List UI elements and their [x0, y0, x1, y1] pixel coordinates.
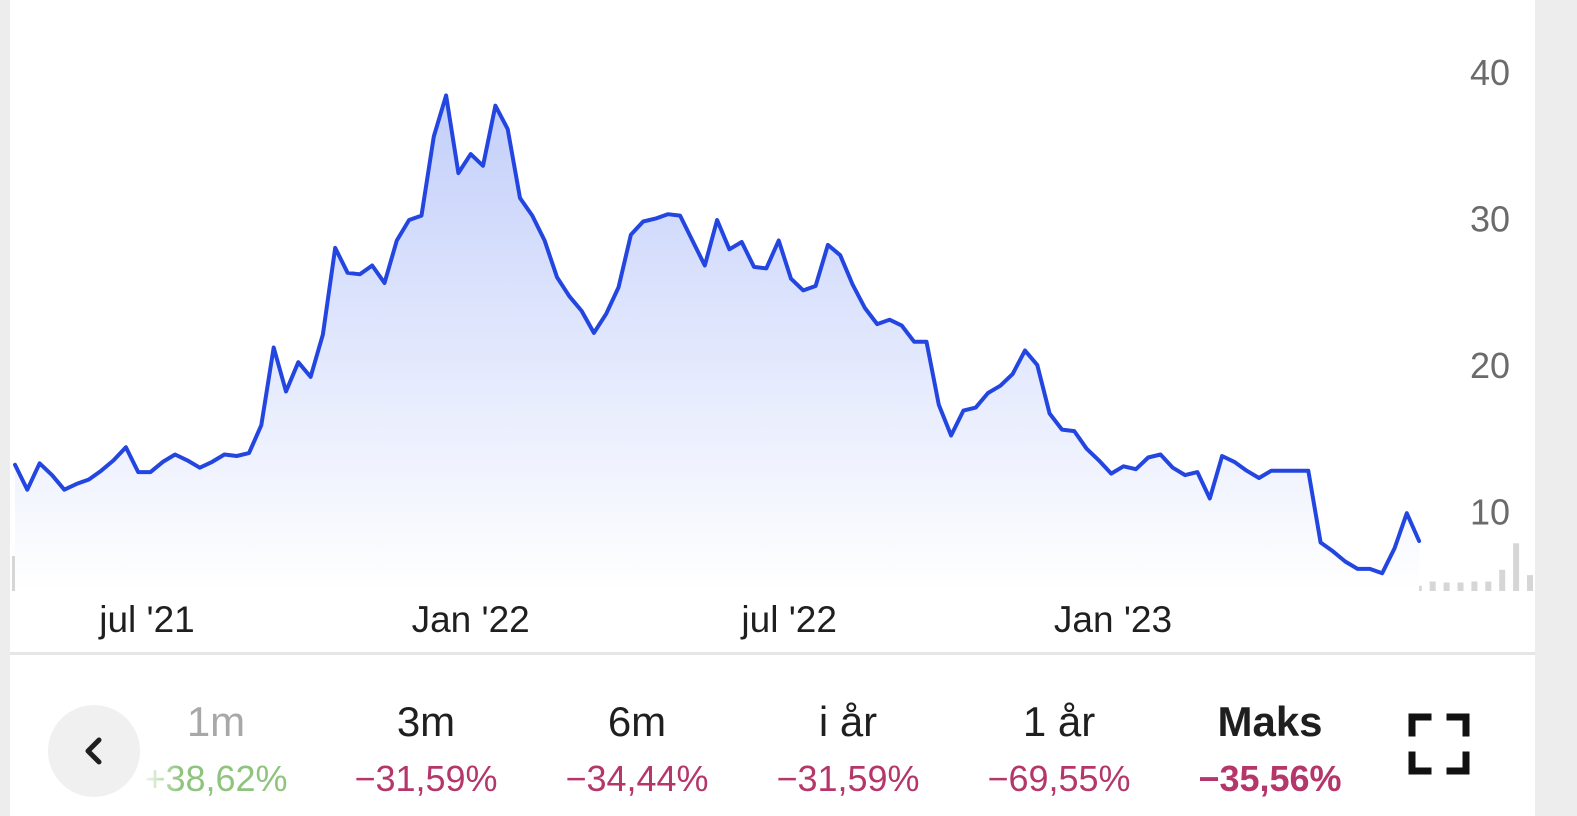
price-area — [15, 95, 1420, 592]
volume-bar — [1471, 581, 1478, 591]
volume-bar — [1443, 582, 1450, 591]
volume-bar — [1527, 575, 1533, 591]
fullscreen-icon — [1408, 713, 1470, 775]
y-tick-label: 40 — [1470, 52, 1510, 93]
range-label: 6m — [607, 698, 667, 745]
range-label: 1 år — [1022, 698, 1096, 745]
range-option[interactable]: 3m −31,59% — [326, 697, 526, 801]
range-selector: 1m +38,62% 3m −31,59% 6m −34,44% i år −31,59% 1 … — [10, 655, 1535, 816]
range-label: 1m — [186, 698, 246, 745]
range-label: 3m — [396, 698, 456, 745]
x-axis-ticks: jul '21 Jan '22 jul '22 Jan '23 — [98, 599, 1172, 640]
volume-bar — [1485, 581, 1492, 591]
range-change: −31,59% — [776, 758, 920, 799]
price-chart[interactable]: 10 20 30 40 jul '21 Jan '22 jul '22 Jan '23 — [0, 0, 1577, 650]
range-option[interactable]: 1 år −69,55% — [959, 697, 1159, 801]
range-label: i år — [818, 698, 878, 745]
range-change: −35,56% — [1198, 758, 1342, 799]
volume-bar — [1513, 543, 1520, 591]
range-option[interactable]: Maks −35,56% — [1170, 697, 1370, 801]
range-option[interactable]: 6m −34,44% — [537, 697, 737, 801]
x-tick-label: Jan '23 — [1054, 599, 1172, 640]
chevron-left-icon — [85, 737, 102, 765]
volume-bar — [1457, 582, 1464, 591]
divider — [10, 652, 1535, 655]
range-change: −31,59% — [354, 758, 498, 799]
range-option[interactable]: i år −31,59% — [748, 697, 948, 801]
x-tick-label: Jan '22 — [412, 599, 530, 640]
fullscreen-button[interactable] — [1408, 713, 1470, 775]
y-tick-label: 30 — [1470, 199, 1510, 240]
scroll-fade — [140, 735, 180, 816]
volume-bar — [1429, 581, 1436, 591]
range-label: Maks — [1217, 698, 1323, 745]
y-axis-ticks: 10 20 30 40 — [1470, 52, 1510, 533]
y-tick-label: 10 — [1470, 492, 1510, 533]
scroll-back-button[interactable] — [48, 705, 140, 797]
x-tick-label: jul '21 — [98, 599, 195, 640]
price-line — [13, 93, 1422, 576]
volume-bar — [1499, 569, 1506, 591]
x-tick-label: jul '22 — [740, 599, 837, 640]
range-change: −69,55% — [987, 758, 1131, 799]
range-change: −34,44% — [565, 758, 709, 799]
y-tick-label: 20 — [1470, 345, 1510, 386]
